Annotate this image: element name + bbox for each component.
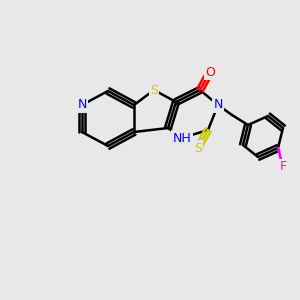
Text: N: N bbox=[77, 98, 87, 112]
Text: S: S bbox=[150, 83, 158, 97]
Text: N: N bbox=[213, 98, 223, 112]
Text: O: O bbox=[205, 65, 215, 79]
Text: F: F bbox=[279, 160, 286, 173]
Text: NH: NH bbox=[172, 131, 191, 145]
Text: S: S bbox=[194, 142, 202, 154]
